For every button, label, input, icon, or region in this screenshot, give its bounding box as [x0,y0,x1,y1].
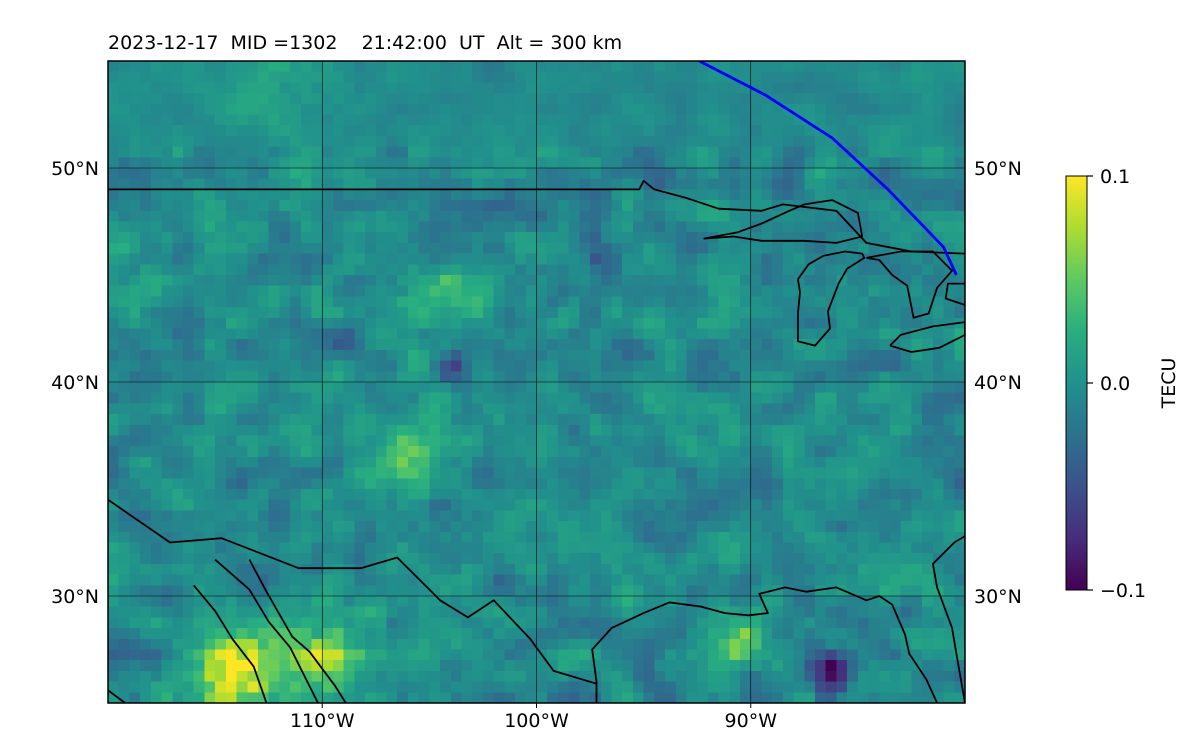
colorbar-tick-label-0: −0.1 [1100,580,1146,602]
coastline-5 [944,282,965,306]
y-tick-label-right-0: 30°N [974,586,1022,608]
colorbar-ticks: −0.1 0.0 0.1 [1087,166,1146,602]
coastline-8 [932,535,965,703]
coastline-6 [108,498,597,685]
y-tick-label-right-1: 40°N [974,372,1022,394]
coastline-7 [591,586,938,703]
satellite-track-layer [698,61,958,276]
colorbar-gradient [1065,175,1088,591]
coastline-1 [703,199,864,244]
chart-title: 2023-12-17 MID =1302 21:42:00 UT Alt = 3… [108,32,622,54]
coastlines [108,179,965,703]
coastline-11 [248,559,347,703]
colorbar: −0.1 0.0 0.1 TECU [1065,166,1180,602]
x-tick-label-1: 100°W [504,710,569,732]
grid-lines [108,61,965,703]
coastline-4 [889,321,965,353]
map-area [108,61,965,703]
colorbar-label: TECU [1158,358,1180,410]
coastline-3 [866,250,953,319]
coastline-10 [214,558,319,703]
coastline-0 [108,179,965,255]
x-tick-label-0: 110°W [290,710,355,732]
axis-tick-labels: 110°W 100°W 90°W 30°N 30°N 40°N 40°N 50°N 50°N [51,158,1022,732]
colorbar-tick-label-1: 0.0 [1100,373,1130,395]
x-tick-label-2: 90°W [725,710,778,732]
colorbar-tick-label-2: 0.1 [1100,166,1130,188]
coastline-9 [108,689,126,703]
satellite-track [698,61,958,276]
coastline-2 [797,250,866,347]
coastline-12 [193,584,268,703]
y-tick-label-right-2: 50°N [974,158,1022,180]
y-tick-label-left-0: 30°N [51,586,99,608]
y-tick-label-left-2: 50°N [51,158,99,180]
y-tick-label-left-1: 40°N [51,372,99,394]
